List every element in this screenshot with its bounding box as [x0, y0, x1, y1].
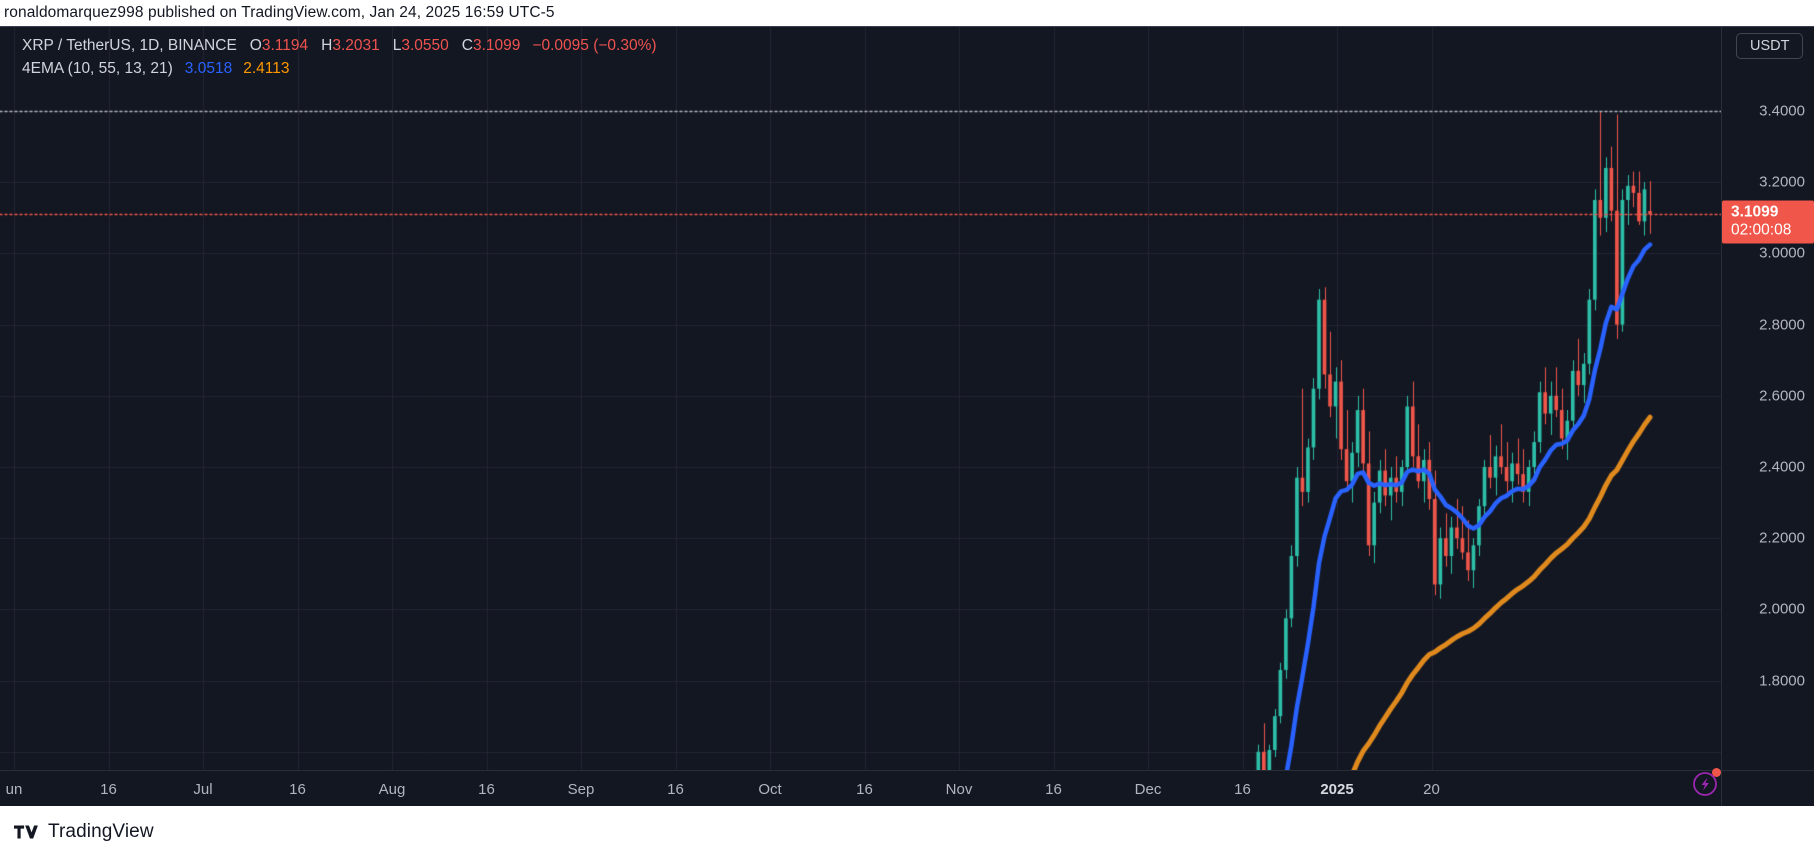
- ohlc-close: C3.1099: [461, 37, 521, 54]
- time-tick: Oct: [758, 781, 782, 798]
- time-tick: 16: [1045, 781, 1062, 798]
- current-price-badge[interactable]: 3.1099 02:00:08: [1722, 200, 1814, 244]
- tradingview-wordmark: TradingView: [48, 821, 154, 842]
- published-by-strip: ronaldomarquez998 published on TradingVi…: [0, 0, 1814, 26]
- legend-symbol-row[interactable]: XRP / TetherUS, 1D, BINANCE O3.1194 H3.2…: [22, 36, 657, 55]
- price-tick: 2.0000: [1759, 600, 1805, 618]
- indicator-title[interactable]: 4EMA (10, 55, 13, 21): [22, 60, 173, 77]
- currency-button[interactable]: USDT: [1736, 33, 1804, 59]
- published-by-text: ronaldomarquez998 published on TradingVi…: [4, 4, 555, 21]
- price-tick: 2.4000: [1759, 458, 1805, 476]
- legend-indicator-row[interactable]: 4EMA (10, 55, 13, 21) 3.0518 2.4113: [22, 59, 657, 78]
- tradingview-logo[interactable]: TradingView: [14, 821, 154, 843]
- price-tick: 1.8000: [1759, 672, 1805, 690]
- price-tick: 2.8000: [1759, 316, 1805, 334]
- time-tick: Dec: [1134, 781, 1162, 798]
- footer: TradingView: [0, 806, 1814, 858]
- time-tick: Jul: [193, 781, 213, 798]
- time-tick: 16: [856, 781, 873, 798]
- badge-countdown: 02:00:08: [1731, 221, 1792, 239]
- time-tick: Sep: [567, 781, 595, 798]
- price-tick: 3.0000: [1759, 244, 1805, 262]
- price-tick: 2.6000: [1759, 387, 1805, 405]
- ohlc-high: H3.2031: [321, 37, 380, 54]
- chart-panel[interactable]: XRP / TetherUS, 1D, BINANCE O3.1194 H3.2…: [0, 26, 1814, 807]
- ohlc-low: L3.0550: [392, 37, 449, 54]
- time-tick: un: [5, 781, 23, 798]
- price-tick: 3.4000: [1759, 102, 1805, 120]
- price-scale[interactable]: USDT 3.4000 3.2000 3.0000 2.8000 2.6000 2.400…: [1721, 27, 1814, 807]
- time-axis-separator: [1721, 771, 1722, 807]
- price-tick: 2.2000: [1759, 529, 1805, 547]
- time-tick: 2025: [1320, 781, 1354, 798]
- indicator-value-slow: 2.4113: [243, 60, 290, 77]
- candlestick-canvas[interactable]: [0, 27, 1814, 771]
- ohlc-open: O3.1194: [249, 37, 309, 54]
- price-tick: 3.2000: [1759, 173, 1805, 191]
- indicator-value-fast: 3.0518: [184, 60, 233, 77]
- time-tick: Nov: [945, 781, 973, 798]
- symbol-title[interactable]: XRP / TetherUS, 1D, BINANCE: [22, 37, 237, 54]
- lightning-bolt-icon[interactable]: [1692, 768, 1721, 797]
- time-scale[interactable]: un 16 Jul 16 Aug 16 Sep 16 Oct 16 Nov 16 Dec 16 2025 20: [0, 770, 1814, 807]
- chart-legend: XRP / TetherUS, 1D, BINANCE O3.1194 H3.2…: [0, 27, 657, 78]
- time-tick: 16: [289, 781, 306, 798]
- time-tick: 16: [478, 781, 495, 798]
- time-tick: Aug: [378, 781, 406, 798]
- time-tick: 16: [1234, 781, 1251, 798]
- price-change: −0.0095 (−0.30%): [532, 37, 657, 54]
- badge-price: 3.1099: [1731, 203, 1779, 221]
- time-tick: 20: [1423, 781, 1440, 798]
- time-tick: 16: [100, 781, 117, 798]
- notification-dot: [1712, 768, 1721, 777]
- time-tick: 16: [667, 781, 684, 798]
- tradingview-mark-icon: [14, 825, 38, 839]
